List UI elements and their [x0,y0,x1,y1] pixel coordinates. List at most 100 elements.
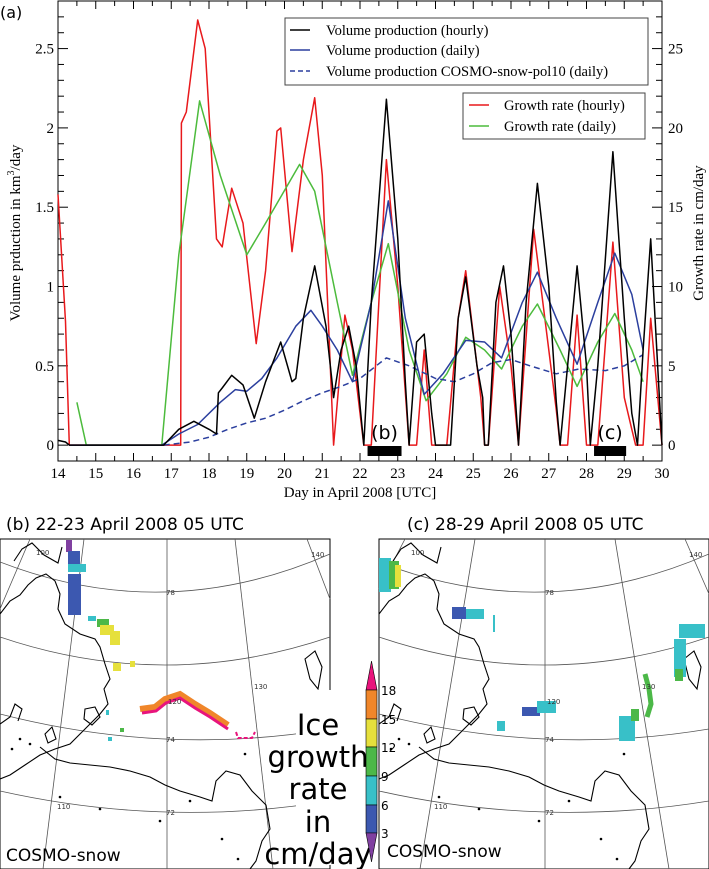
x-tick-label: 27 [541,466,557,482]
ice-growth-patch [674,639,686,677]
colorbar-tick-label: 6 [381,799,389,813]
lon-label-120: 120 [168,698,181,706]
island-dot [407,742,411,746]
ice-growth-patch [395,565,401,587]
lat-label-72: 72 [166,809,175,817]
ice-growth-patch [497,721,505,731]
longitude-line [614,538,670,869]
ice-growth-patch [379,558,391,592]
lon-label-120: 120 [547,698,560,706]
y-left-tick-label: 1.5 [35,200,54,216]
island-dot [18,737,22,741]
ice-growth-patch [141,696,229,731]
coastline [44,725,57,744]
ice-growth-patch [537,701,556,713]
lat-label-74: 74 [545,736,554,744]
coastline [683,650,702,691]
y-right-tick-label: 15 [668,200,683,216]
x-tick-label: 29 [617,466,632,482]
ice-growth-patch [68,574,81,615]
model-label: COSMO-snow [387,842,502,862]
x-tick-label: 15 [88,466,103,482]
lat-label-72: 72 [545,809,554,817]
lon-label-130: 130 [254,683,267,691]
map-coastline [378,542,702,869]
coastline [462,706,480,726]
island-dot [236,857,240,861]
x-tick-label: 16 [126,466,142,482]
colorbar-tick-label: 3 [381,827,389,841]
panel-c-title: (c) 28-29 April 2008 05 UTC [407,515,643,535]
panel-b-title: (b) 22-23 April 2008 05 UTC [6,515,244,535]
series-line-4 [76,100,644,446]
ice-growth-patch [100,625,114,635]
y-right-tick-label: 5 [668,359,676,375]
colorbar-label-line: growth [268,740,369,774]
ice-growth-patch [66,540,72,552]
ice-growth-patch [642,673,654,718]
colorbar-segment [365,718,378,748]
coastline [423,725,436,744]
period-markers: (b) (c) [367,422,627,456]
y-left-tick-label: 2 [47,121,55,137]
coastline [378,573,490,780]
longitude-line [306,538,331,600]
colorbar-label-background [296,690,364,865]
ice-growth-patch [139,690,230,728]
x-tick-label: 21 [315,466,330,482]
coastline [304,650,323,691]
ice-growth-patches [379,558,705,741]
island-dot [477,807,481,811]
lon-label-100: 100 [36,549,49,557]
island-dot [243,752,247,756]
colorbar-cap-max [365,660,378,691]
lon-label-140: 140 [311,551,324,559]
legend-growth: Growth rate (hourly) Growth rate (daily) [462,92,646,140]
colorbar-tick-label: 12 [381,741,396,755]
x-tick-label: 23 [390,466,405,482]
island-dot [389,747,393,751]
island-dot [567,799,571,803]
island-dot [28,742,32,746]
island-dot [188,799,192,803]
colorbar-segment [365,775,378,806]
ice-growth-patch [619,716,635,741]
map-panel-c: 100 110 120 130 140 78 74 72 COSMO-snow [378,538,709,869]
x-tick-label: 24 [428,466,444,482]
latitude-line [378,713,709,741]
latitude-line [378,790,709,813]
ice-growth-patch [235,731,256,739]
series-line-1 [69,200,644,446]
ice-growth-patch [120,728,124,732]
legend-entry: Volume production COSMO-snow-pol10 (dail… [326,64,608,80]
longitude-line [0,538,31,610]
latitude-line [0,790,331,813]
ice-growth-patch [452,607,466,619]
ice-growth-patch [493,615,495,632]
ice-growth-patch [466,609,484,619]
colorbar-tick-label: 18 [381,684,396,698]
y-right-tick-label: 0 [668,438,676,454]
y-axis-left-label: Volume prduction in km3/day [6,144,24,321]
ice-growth-patch [631,709,639,721]
legend-entry: Volume production (hourly) [326,23,489,39]
island-dot [397,737,401,741]
island-dot [158,819,162,823]
ice-growth-patch [130,661,135,667]
latitude-line [378,553,709,593]
x-tick-label: 14 [51,466,67,482]
coastline [39,746,271,869]
x-tick-label: 18 [202,466,217,482]
x-tick-label: 17 [164,466,180,482]
coastline [83,706,101,726]
lon-label-110: 110 [57,803,70,811]
y-right-tick-label: 20 [668,121,683,137]
x-axis-label: Day in April 2008 [UTC] [284,485,436,501]
colorbar-label-line: cm/day [264,837,371,869]
colorbar: 18 15 12 9 6 3 [365,660,396,863]
longitude-line [684,538,709,595]
ice-growth-patches [66,540,256,741]
chart-a: 14 15 16 17 18 19 20 21 22 23 24 25 26 27 28 29 3000.511… [6,0,707,501]
y-axis-right-label: Growth rate in cm/day [691,165,707,301]
